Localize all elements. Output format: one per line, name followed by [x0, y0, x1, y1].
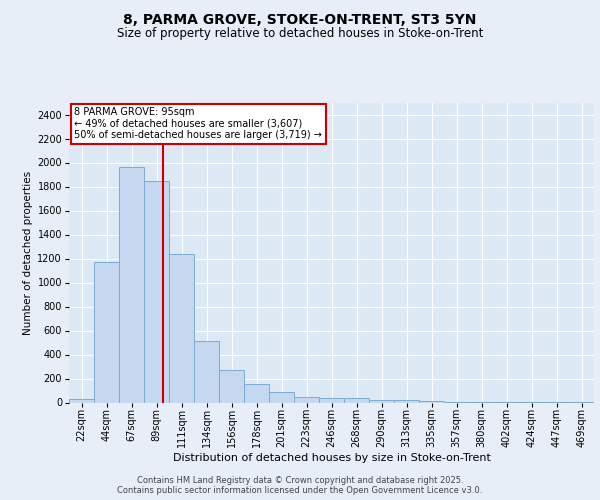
Bar [244, 384, 269, 402]
Bar [219, 370, 244, 402]
Bar [169, 254, 194, 402]
Bar [94, 262, 119, 402]
Text: Size of property relative to detached houses in Stoke-on-Trent: Size of property relative to detached ho… [117, 28, 483, 40]
Bar [194, 340, 219, 402]
Bar [344, 398, 369, 402]
Bar [69, 399, 94, 402]
Text: 8 PARMA GROVE: 95sqm
← 49% of detached houses are smaller (3,607)
50% of semi-de: 8 PARMA GROVE: 95sqm ← 49% of detached h… [74, 107, 322, 140]
Bar [369, 400, 394, 402]
X-axis label: Distribution of detached houses by size in Stoke-on-Trent: Distribution of detached houses by size … [173, 453, 490, 463]
Text: 8, PARMA GROVE, STOKE-ON-TRENT, ST3 5YN: 8, PARMA GROVE, STOKE-ON-TRENT, ST3 5YN [124, 12, 476, 26]
Bar [144, 180, 169, 402]
Y-axis label: Number of detached properties: Number of detached properties [23, 170, 33, 334]
Bar [294, 396, 319, 402]
Bar [394, 400, 419, 402]
Bar [119, 168, 144, 402]
Text: Contains HM Land Registry data © Crown copyright and database right 2025.
Contai: Contains HM Land Registry data © Crown c… [118, 476, 482, 495]
Bar [319, 398, 344, 402]
Bar [269, 392, 294, 402]
